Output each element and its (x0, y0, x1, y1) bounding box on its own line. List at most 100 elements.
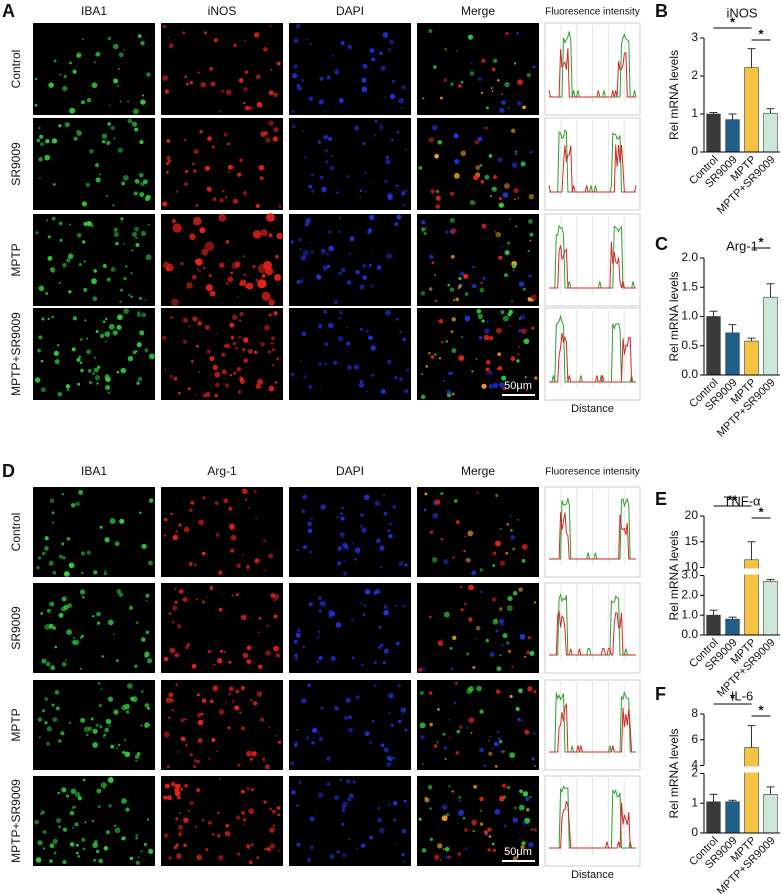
cell-signal (186, 643, 191, 647)
cell-signal (237, 172, 242, 177)
cell-signal (135, 836, 139, 840)
cell-signal (175, 190, 178, 193)
cell-signal (80, 634, 84, 638)
cell-signal (119, 100, 122, 103)
row-label: MPTP (9, 708, 23, 741)
cell-signal (78, 489, 84, 495)
cell-signal (48, 560, 54, 566)
cell-signal (491, 597, 496, 602)
cell-signal (236, 563, 241, 568)
cell-signal (218, 607, 223, 612)
cell-signal (404, 388, 409, 394)
cell-signal (379, 51, 383, 56)
micrograph (161, 583, 283, 673)
cell-signal (394, 375, 398, 380)
cell-signal (72, 316, 77, 321)
cell-signal (450, 330, 454, 334)
cell-signal (422, 97, 425, 100)
column-header: Arg-1 (207, 464, 237, 478)
y-tick-label: 0 (691, 144, 698, 158)
cell-signal (173, 376, 178, 381)
cell-signal (68, 562, 75, 569)
cell-signal (47, 317, 50, 321)
cell-signal (140, 230, 147, 237)
cell-signal (81, 837, 86, 842)
cell-signal (458, 84, 462, 88)
cell-signal (483, 830, 488, 835)
column-header: IBA1 (81, 464, 107, 478)
cell-signal (37, 840, 43, 846)
cell-signal (107, 696, 114, 702)
cell-signal (311, 189, 315, 193)
cell-signal (125, 710, 130, 714)
cell-signal (451, 348, 457, 354)
cell-signal (480, 179, 485, 184)
cell-signal (208, 757, 211, 760)
cell-signal (144, 722, 150, 728)
cell-signal (112, 330, 118, 336)
cell-signal (318, 362, 323, 367)
y-tick-label: 1.5 (681, 279, 698, 293)
bar (763, 794, 778, 834)
cell-signal (261, 273, 266, 278)
cell-signal (385, 155, 389, 159)
cell-signal (404, 563, 408, 567)
cell-signal (512, 591, 518, 596)
cell-signal (514, 150, 517, 153)
cell-signal (499, 607, 503, 611)
cell-signal (421, 227, 426, 232)
cell-signal (209, 356, 215, 362)
cell-signal (222, 189, 225, 193)
cell-signal (134, 226, 139, 232)
cell-signal (322, 265, 328, 271)
cell-signal (319, 76, 324, 81)
cell-signal (369, 214, 375, 220)
cell-signal (353, 125, 360, 131)
cell-signal (457, 852, 462, 856)
cell-signal (245, 565, 251, 570)
cell-signal (117, 67, 120, 70)
cell-signal (401, 107, 403, 110)
cell-signal (516, 100, 522, 106)
cell-signal (420, 394, 426, 400)
cell-signal (103, 736, 105, 739)
cell-signal (348, 715, 352, 720)
cell-signal (348, 252, 351, 255)
cell-signal (351, 656, 355, 660)
cell-signal (246, 645, 252, 651)
cell-signal (296, 628, 301, 633)
cell-signal (117, 85, 120, 87)
cell-signal (116, 324, 122, 330)
cell-signal (61, 787, 67, 793)
cell-signal (501, 783, 507, 789)
cell-signal (519, 314, 526, 320)
cell-signal (450, 228, 457, 234)
cell-signal (136, 312, 142, 318)
cell-signal (457, 822, 460, 824)
cell-signal (270, 68, 273, 71)
cell-signal (171, 298, 179, 307)
cell-signal (109, 518, 116, 525)
cell-signal (79, 667, 82, 670)
cell-signal (83, 260, 86, 263)
cell-signal (495, 629, 499, 633)
cell-signal (464, 828, 468, 832)
cell-signal (230, 548, 235, 553)
cell-signal (185, 646, 189, 650)
cell-signal (464, 292, 469, 296)
cell-signal (463, 549, 466, 553)
cell-signal (108, 323, 115, 330)
cell-signal (360, 602, 363, 605)
cell-signal (441, 815, 448, 822)
cell-signal (476, 491, 479, 495)
cell-signal (355, 695, 360, 700)
cell-signal (63, 74, 67, 79)
cell-signal (502, 750, 505, 753)
cell-signal (42, 830, 47, 834)
cell-signal (503, 795, 507, 799)
cell-signal (52, 270, 55, 274)
cell-signal (519, 634, 526, 640)
cell-signal (440, 340, 444, 344)
error-bar (766, 578, 775, 582)
cell-signal (192, 169, 197, 173)
